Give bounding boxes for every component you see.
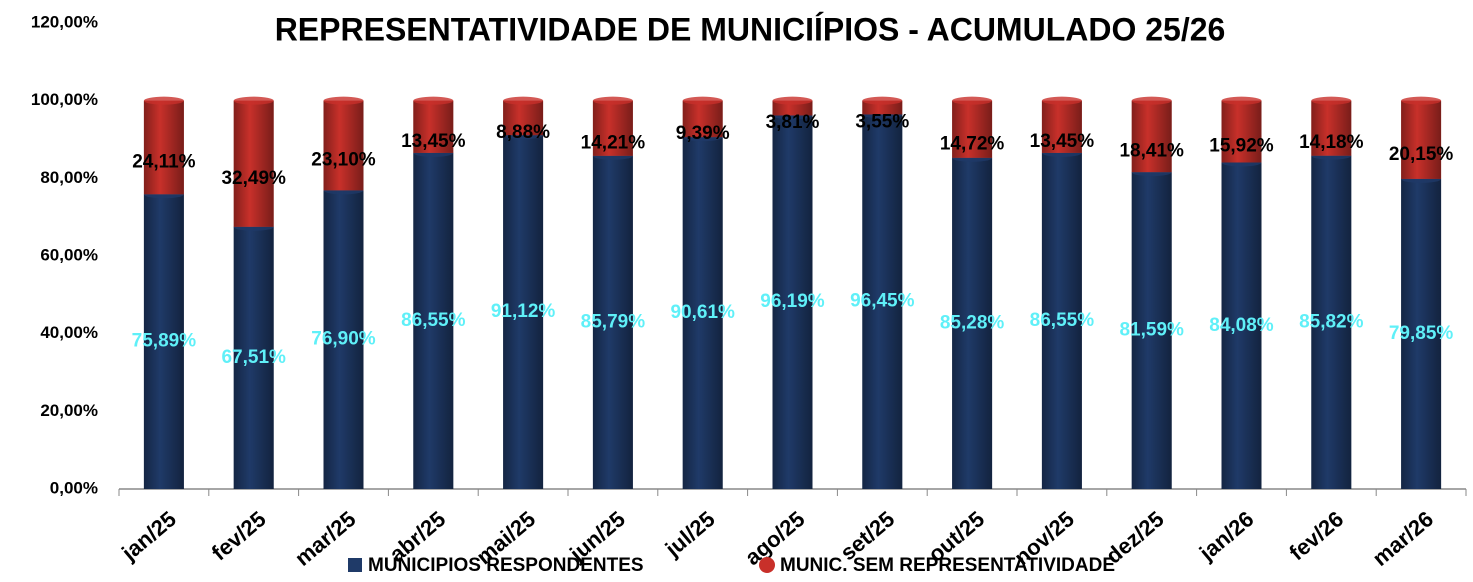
value-label: 91,12%: [491, 301, 556, 322]
bar-shade: [503, 135, 544, 489]
bar-shade: [1131, 100, 1172, 173]
value-label: 15,92%: [1209, 136, 1274, 157]
bar-shade: [592, 155, 633, 490]
y-tick-label: 40,00%: [40, 323, 98, 342]
bar-cap: [143, 96, 184, 105]
bar-cap: [592, 96, 633, 105]
value-label: 76,90%: [311, 329, 376, 350]
y-tick-label: 20,00%: [40, 401, 98, 420]
value-label: 96,45%: [850, 291, 915, 312]
bar-shade: [1311, 100, 1352, 156]
bar-shade: [952, 100, 993, 158]
bar-shade: [503, 100, 544, 136]
bar-cap: [1041, 96, 1082, 105]
bar-shade: [682, 137, 723, 489]
value-label: 8,88%: [496, 122, 550, 143]
bar-cap: [1131, 96, 1172, 105]
value-label: 14,18%: [1299, 132, 1364, 153]
value-label: 67,51%: [221, 347, 286, 368]
bar-shade: [1221, 100, 1262, 163]
value-label: 90,61%: [670, 302, 735, 323]
bar-shade: [323, 100, 364, 191]
value-label: 85,82%: [1299, 311, 1364, 332]
value-label: 3,81%: [766, 112, 820, 133]
legend-swatch: [348, 558, 362, 572]
bar-cap: [1311, 96, 1352, 105]
bar-shade: [772, 115, 813, 490]
bar-shade: [233, 226, 274, 489]
value-label: 32,49%: [221, 168, 286, 189]
value-label: 75,89%: [132, 331, 197, 352]
legend-label: MUNIC. SEM REPRESENTATIVIDADE: [780, 555, 1115, 576]
value-label: 79,85%: [1389, 323, 1454, 344]
value-label: 3,55%: [855, 112, 909, 133]
bar-shade: [1041, 100, 1082, 153]
chart-title: REPRESENTATIVIDADE DE MUNICIÍPIOS - ACUM…: [275, 11, 1226, 47]
value-label: 14,21%: [581, 132, 646, 153]
bar-shade: [1401, 178, 1442, 489]
value-label: 20,15%: [1389, 144, 1454, 165]
bar-shade: [143, 194, 184, 490]
value-label: 85,79%: [581, 311, 646, 332]
y-tick-label: 60,00%: [40, 245, 98, 264]
value-label: 23,10%: [311, 150, 376, 171]
value-label: 14,72%: [940, 133, 1005, 154]
bar-cap: [233, 96, 274, 105]
bar-shade: [1221, 162, 1262, 490]
y-tick-label: 80,00%: [40, 168, 98, 187]
bar-shade: [1131, 172, 1172, 490]
legend-swatch: [759, 557, 775, 573]
bar-shade: [143, 100, 184, 195]
legend-label: MUNICIPIOS RESPONDENTES: [368, 555, 644, 576]
bar-cap: [413, 96, 454, 105]
value-label: 13,45%: [1030, 131, 1095, 152]
bar-cap: [323, 96, 364, 105]
bar-shade: [682, 100, 723, 138]
value-label: 18,41%: [1119, 140, 1184, 161]
bar-shade: [952, 157, 993, 489]
bar-cap: [772, 96, 813, 105]
bar-cap: [1401, 96, 1442, 105]
bar-shade: [1041, 152, 1082, 489]
x-tick-label: jul/25: [660, 506, 720, 562]
bar-shade: [233, 100, 274, 227]
value-label: 81,59%: [1119, 320, 1184, 341]
value-label: 96,19%: [760, 291, 825, 312]
bar-shade: [413, 152, 454, 489]
x-tick-label: mar/26: [1368, 506, 1438, 571]
bar-shade: [772, 100, 813, 116]
bar-shade: [413, 100, 454, 153]
bar-cap: [862, 96, 903, 105]
y-tick-label: 120,00%: [31, 12, 98, 31]
bar-cap: [503, 96, 544, 105]
value-label: 9,39%: [676, 123, 730, 144]
value-label: 13,45%: [401, 131, 466, 152]
y-tick-label: 100,00%: [31, 90, 98, 109]
bar-shade: [1401, 100, 1442, 179]
bar-shade: [1311, 155, 1352, 489]
bar-cap: [952, 96, 993, 105]
value-label: 85,28%: [940, 312, 1005, 333]
y-tick-label: 0,00%: [50, 478, 98, 497]
x-tick-label: jan/26: [1194, 506, 1259, 566]
value-label: 84,08%: [1209, 315, 1274, 336]
value-label: 86,55%: [401, 310, 466, 331]
x-tick-label: fev/26: [1284, 506, 1348, 565]
x-tick-label: fev/25: [207, 506, 271, 565]
bar-shade: [323, 190, 364, 489]
bar-shade: [592, 100, 633, 156]
bar-shade: [862, 114, 903, 489]
x-tick-label: jan/25: [116, 506, 181, 566]
value-label: 24,11%: [132, 151, 195, 172]
value-label: 86,55%: [1030, 310, 1095, 331]
bar-cap: [1221, 96, 1262, 105]
bar-cap: [682, 96, 723, 105]
